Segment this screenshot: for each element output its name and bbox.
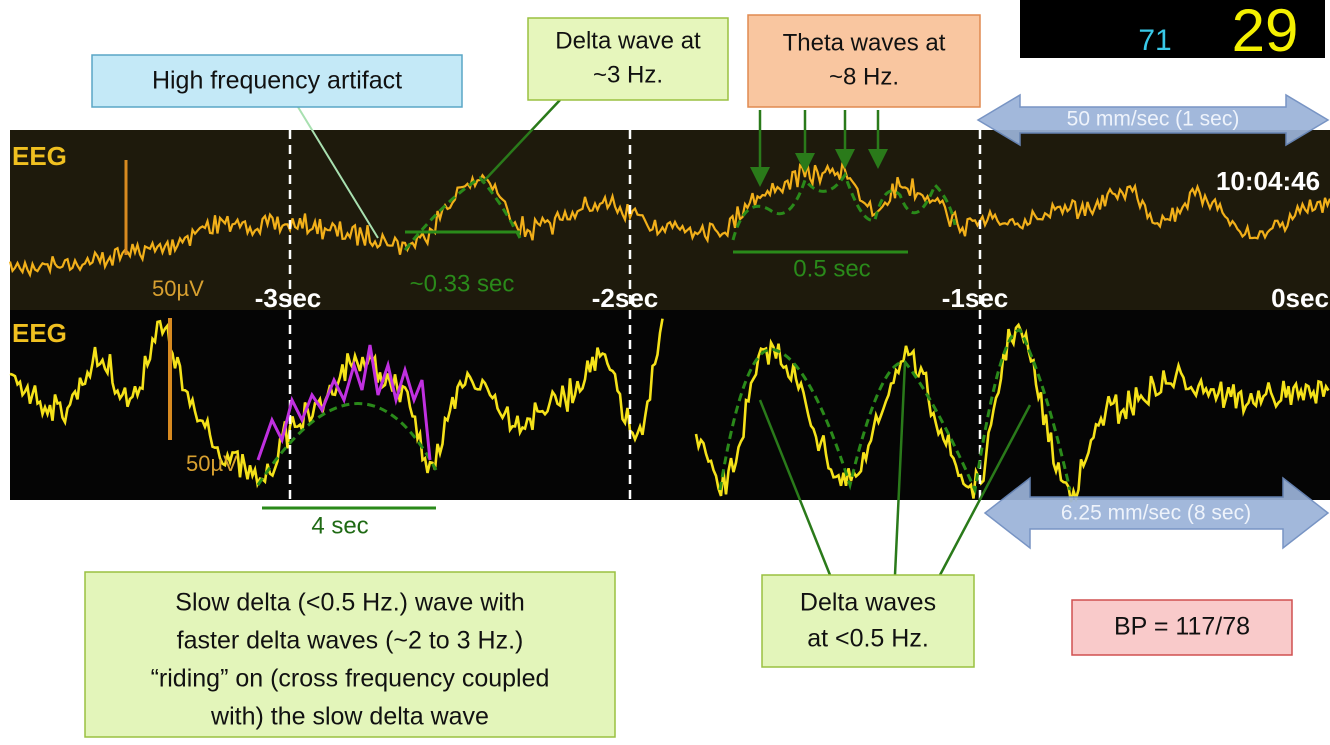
monitor-value: 29	[1232, 0, 1299, 64]
trace-scale: 50µV	[186, 451, 238, 476]
callout-text: ~8 Hz.	[829, 63, 899, 90]
callout-text: BP = 117/78	[1114, 613, 1250, 641]
speed-label: 50 mm/sec (1 sec)	[1067, 108, 1240, 131]
callout-text: Delta wave at	[555, 27, 701, 54]
callout-text: High frequency artifact	[152, 67, 402, 95]
callout-text: faster delta waves (~2 to 3 Hz.)	[177, 627, 524, 655]
duration-label: 0.5 sec	[793, 255, 870, 282]
callout-text: Slow delta (<0.5 Hz.) wave with	[175, 589, 524, 617]
speed-label: 6.25 mm/sec (8 sec)	[1061, 502, 1251, 525]
time-mark: -1sec	[942, 283, 1009, 313]
screen: 71 29 EEG EEG 50µV 50µV -3sec -2sec -1se…	[0, 0, 1330, 745]
callout-text: at <0.5 Hz.	[807, 625, 929, 653]
duration-label: 4 sec	[311, 512, 368, 539]
time-mark: -3sec	[255, 283, 322, 313]
time-mark: 0sec	[1271, 283, 1329, 313]
callout-text: “riding” on (cross frequency coupled	[151, 665, 550, 693]
callout-text: ~3 Hz.	[593, 61, 663, 88]
monitor-value: 71	[1138, 24, 1171, 57]
trace-scale: 50µV	[152, 276, 204, 301]
callout-text: with) the slow delta wave	[210, 703, 489, 731]
clock: 10:04:46	[1216, 166, 1320, 196]
trace-label: EEG	[12, 318, 67, 348]
callout-text: Theta waves at	[783, 29, 946, 56]
callout-text: Delta waves	[800, 589, 936, 617]
duration-label: ~0.33 sec	[410, 270, 515, 297]
trace-label: EEG	[12, 141, 67, 171]
time-mark: -2sec	[592, 283, 659, 313]
